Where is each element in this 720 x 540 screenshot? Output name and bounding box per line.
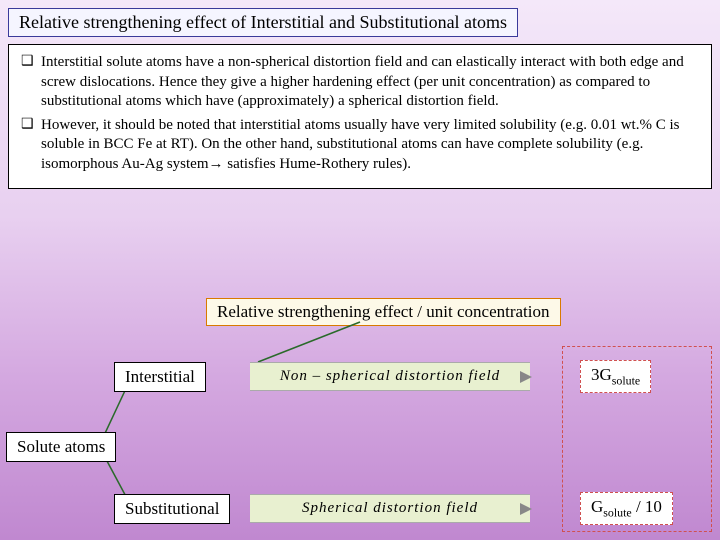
body-text-box: ❑ Interstitial solute atoms have a non-s… <box>8 44 712 189</box>
result-value: Gsolute / 10 <box>591 497 662 516</box>
bullet-item: ❑ Interstitial solute atoms have a non-s… <box>21 53 699 112</box>
node-interstitial: Interstitial <box>114 362 206 392</box>
result-value: 3Gsolute <box>591 365 640 384</box>
bullet-icon: ❑ <box>21 53 41 112</box>
diagram-subtitle: Relative strengthening effect / unit con… <box>206 298 561 326</box>
arrow-right-icon <box>520 503 532 515</box>
bullet-text: However, it should be noted that interst… <box>41 116 699 175</box>
field-spherical: Spherical distortion field <box>250 494 530 523</box>
node-solute-atoms: Solute atoms <box>6 432 116 462</box>
bullet-icon: ❑ <box>21 116 41 175</box>
bullet-item: ❑ However, it should be noted that inter… <box>21 116 699 175</box>
result-substitutional: Gsolute / 10 <box>580 492 673 525</box>
arrow-right-icon <box>520 371 532 383</box>
result-interstitial: 3Gsolute <box>580 360 651 393</box>
bullet-text: Interstitial solute atoms have a non-sph… <box>41 53 699 112</box>
field-nonspherical: Non – spherical distortion field <box>250 362 530 391</box>
field-label: Non – spherical distortion field <box>280 368 500 384</box>
node-substitutional: Substitutional <box>114 494 230 524</box>
field-label: Spherical distortion field <box>302 500 478 516</box>
page-title: Relative strengthening effect of Interst… <box>8 8 518 37</box>
